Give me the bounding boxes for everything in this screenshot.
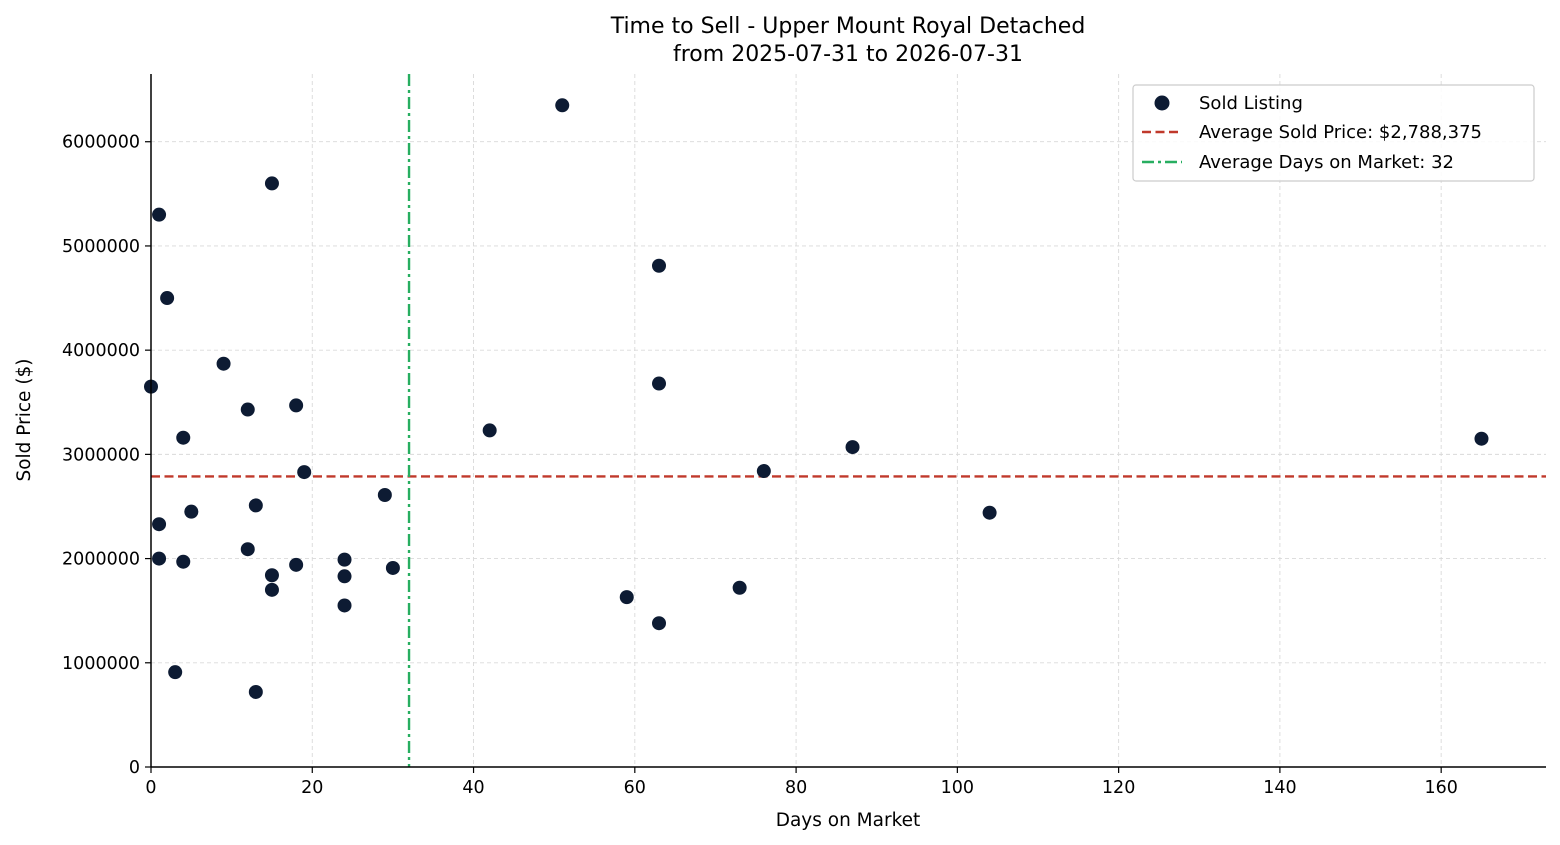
data-point: [240, 402, 255, 417]
data-point: [377, 488, 392, 503]
data-point: [240, 542, 255, 557]
y-tick-label: 4000000: [62, 341, 140, 361]
data-point: [176, 554, 191, 569]
x-tick-label: 80: [785, 778, 807, 798]
y-ticks: 0 1000000 2000000 3000000 4000000 5000000 6000…: [62, 133, 151, 778]
y-tick-label: 6000000: [62, 133, 140, 153]
x-tick-label: 60: [624, 778, 646, 798]
data-point: [756, 464, 771, 479]
data-point: [248, 498, 263, 513]
axes: [150, 74, 1546, 768]
x-tick-label: 140: [1263, 778, 1296, 798]
x-tick-label: 20: [301, 778, 323, 798]
legend-marker-sold-listing: [1154, 95, 1170, 111]
data-point: [385, 560, 400, 575]
legend-label-avg-price: Average Sold Price: $2,788,375: [1199, 122, 1482, 143]
data-point: [264, 582, 279, 597]
data-point: [652, 616, 667, 631]
y-axis-label: Sold Price ($): [14, 358, 35, 481]
y-tick-label: 0: [129, 758, 140, 778]
data-point: [482, 423, 497, 438]
data-point: [619, 590, 634, 605]
data-point: [337, 598, 352, 613]
x-tick-label: 120: [1102, 778, 1135, 798]
x-axis-label: Days on Market: [776, 810, 921, 831]
x-tick-label: 160: [1424, 778, 1457, 798]
legend-label-sold-listing: Sold Listing: [1199, 93, 1303, 114]
data-point: [152, 517, 167, 532]
data-point: [732, 580, 747, 595]
data-point: [160, 291, 175, 306]
data-point: [555, 98, 570, 113]
y-tick-label: 2000000: [62, 550, 140, 570]
data-points: [144, 98, 1489, 699]
data-point: [845, 440, 860, 455]
reference-lines: [151, 74, 1546, 767]
data-point: [297, 465, 312, 480]
data-point: [1474, 431, 1489, 446]
legend-box: [1132, 84, 1535, 182]
data-point: [176, 430, 191, 445]
x-ticks: 0 20 40 60 80 100 120 140 160: [145, 767, 1458, 798]
data-point: [289, 557, 304, 572]
y-tick-label: 5000000: [62, 237, 140, 257]
data-point: [652, 376, 667, 391]
y-tick-label: 1000000: [62, 654, 140, 674]
chart-title: Time to Sell - Upper Mount Royal Detache…: [610, 14, 1086, 39]
data-point: [264, 568, 279, 583]
y-tick-label: 3000000: [62, 445, 140, 465]
data-point: [264, 176, 279, 191]
data-point: [168, 665, 183, 680]
chart-subtitle: from 2025-07-31 to 2026-07-31: [673, 42, 1023, 67]
data-point: [216, 356, 231, 371]
data-point: [337, 569, 352, 584]
x-tick-label: 100: [941, 778, 974, 798]
data-point: [337, 552, 352, 567]
legend: Sold Listing Average Sold Price: $2,788,…: [1132, 84, 1535, 182]
x-tick-label: 0: [145, 778, 156, 798]
data-point: [152, 207, 167, 222]
data-point: [248, 684, 263, 699]
data-point: [184, 504, 199, 519]
data-point: [652, 258, 667, 273]
data-point: [982, 505, 997, 520]
legend-label-avg-days: Average Days on Market: 32: [1199, 152, 1454, 173]
data-point: [152, 551, 167, 566]
data-point: [289, 398, 304, 413]
x-tick-label: 40: [462, 778, 484, 798]
